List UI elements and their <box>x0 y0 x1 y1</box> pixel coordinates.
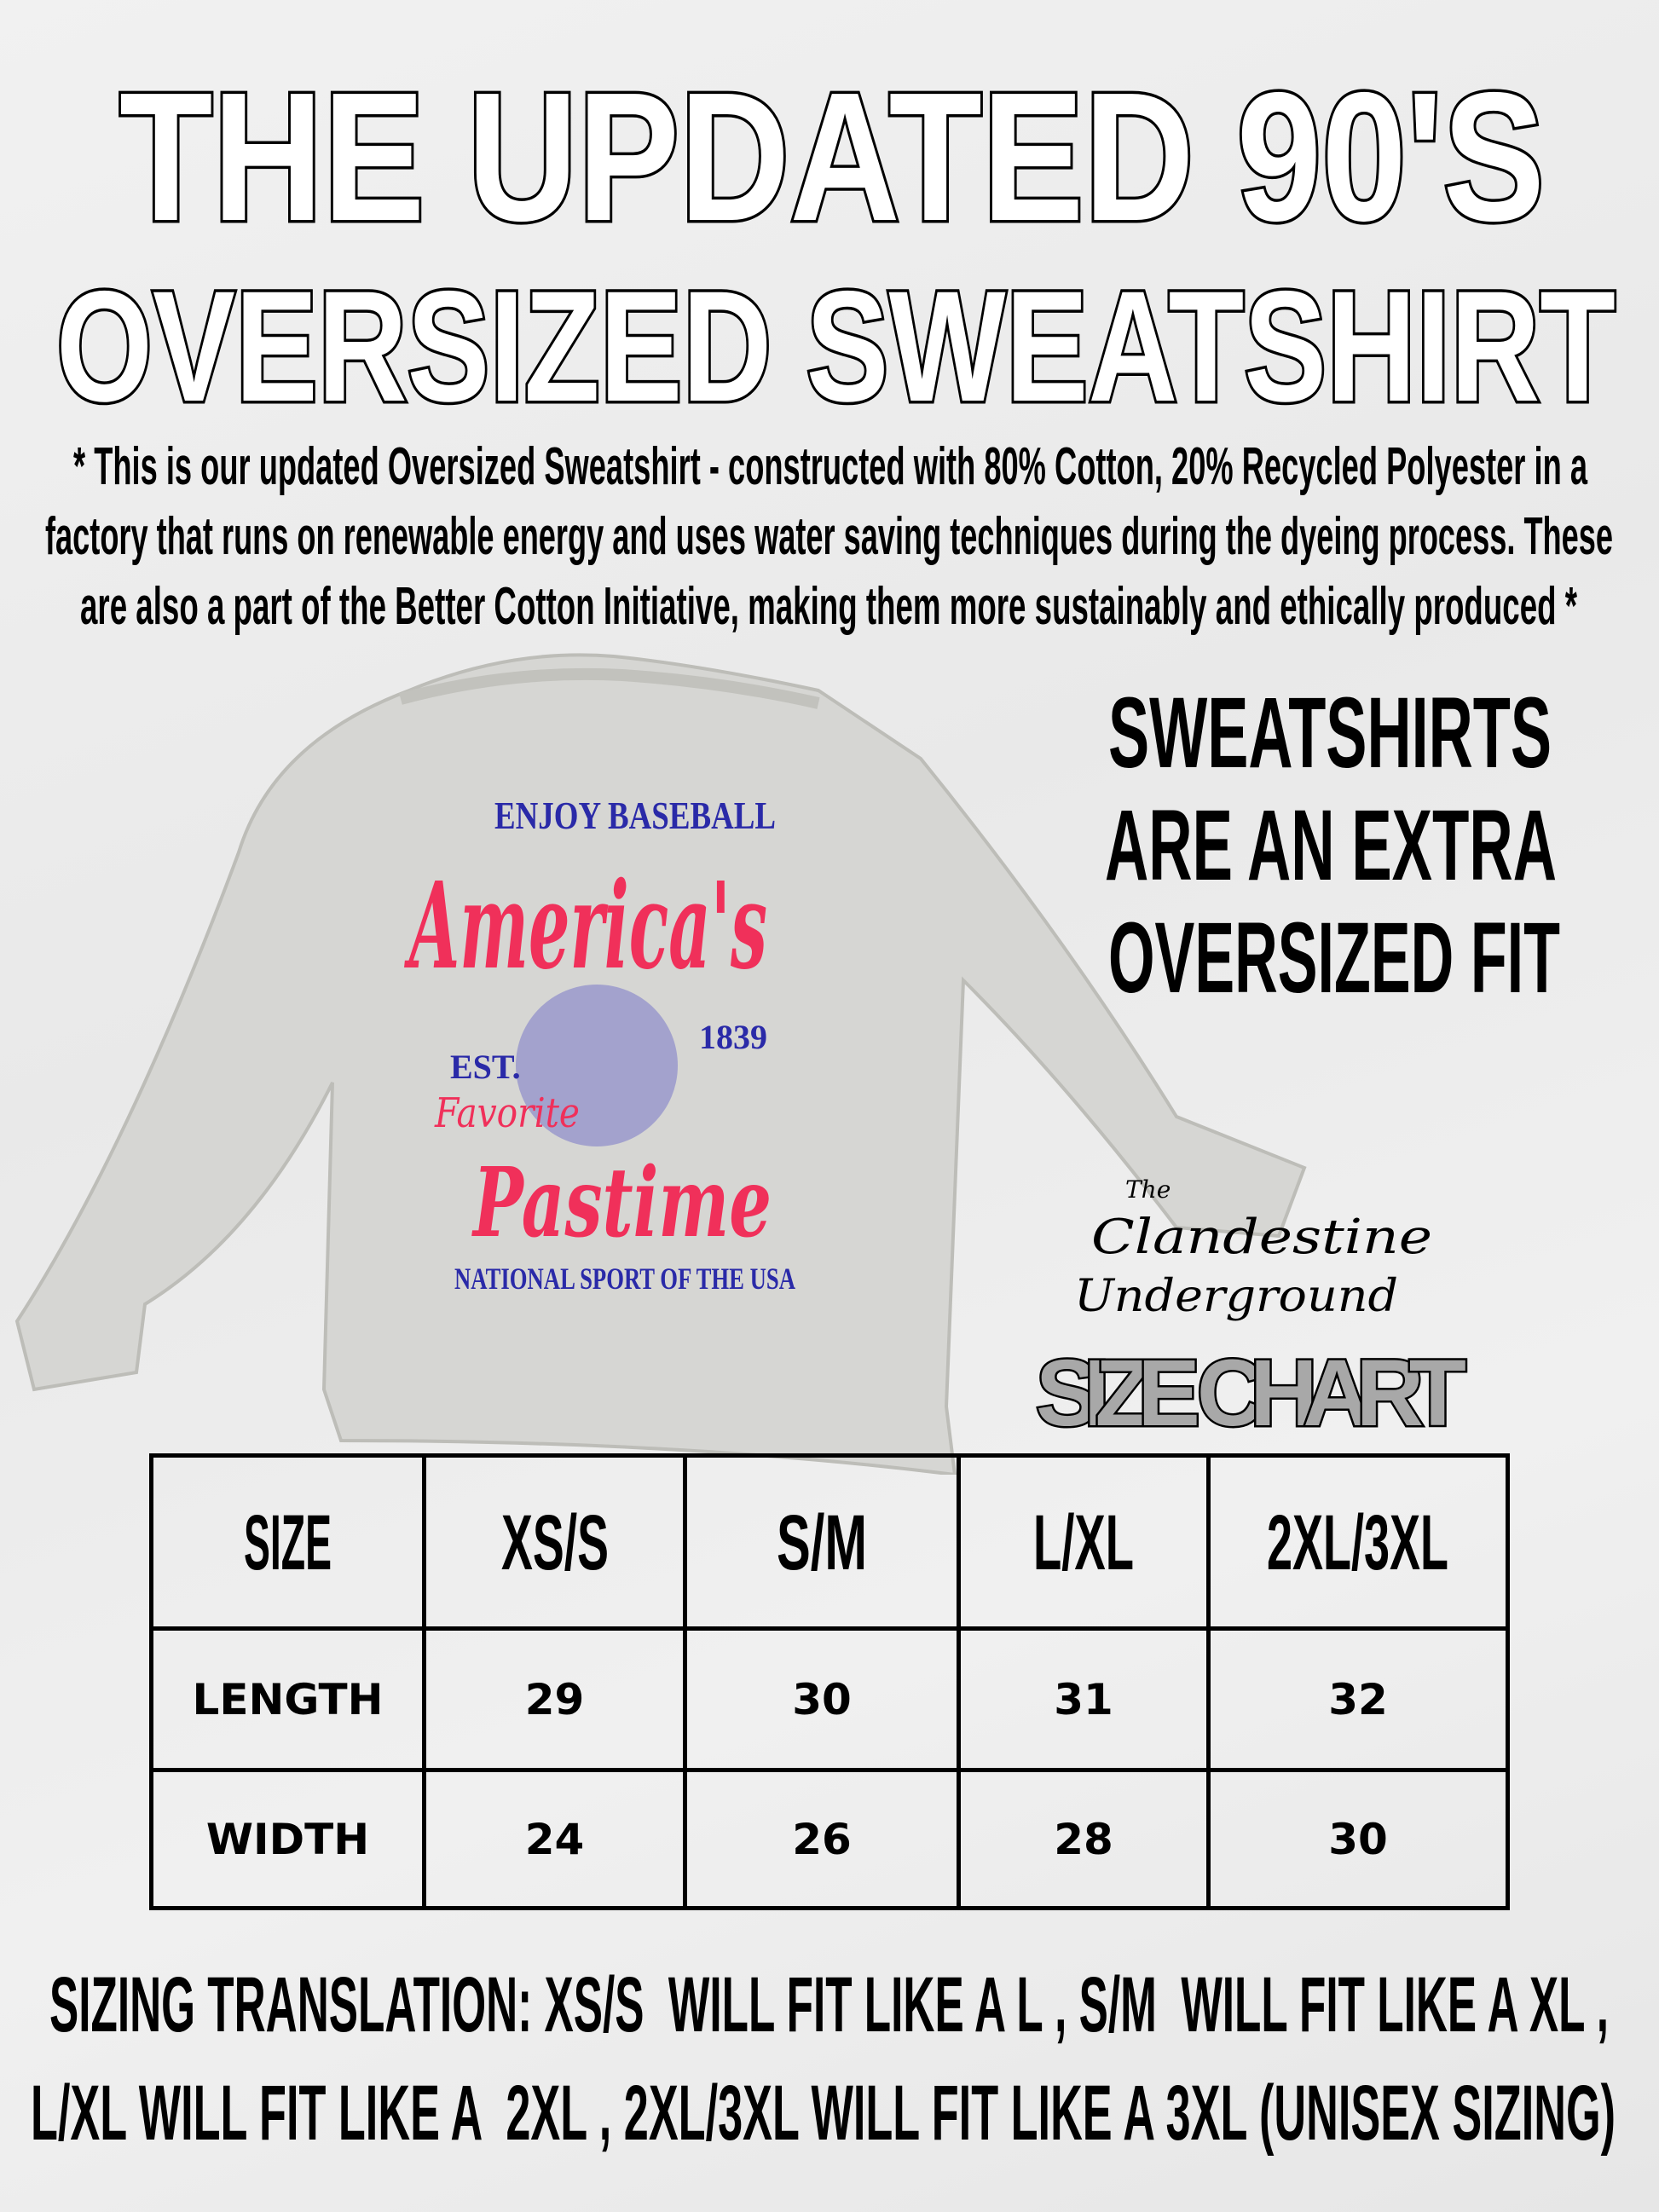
description: * This is our updated Oversized Sweatshi… <box>45 437 1613 636</box>
header-cell: SIZE <box>149 1453 426 1631</box>
baseball-mascot <box>516 985 678 1146</box>
table-row: LENGTH 29 30 31 32 <box>149 1626 1510 1772</box>
header-label: S/M <box>777 1499 867 1585</box>
description-line: * This is our updated Oversized Sweatshi… <box>73 437 1587 496</box>
size-chart-title: SIZE CHART <box>1036 1341 1466 1446</box>
table-cell: 28 <box>957 1768 1211 1910</box>
fit-note-line: ARE AN EXTRA <box>1105 789 1557 902</box>
header-cell: L/XL <box>957 1453 1211 1631</box>
print-text: Pastime <box>471 1147 772 1259</box>
brand-logo-underground: Underground <box>1074 1271 1398 1322</box>
fit-note: SWEATSHIRTS ARE AN EXTRA OVERSIZED FIT <box>1105 677 1560 1014</box>
fit-note-line: OVERSIZED FIT <box>1108 902 1560 1014</box>
header-label: XS/S <box>501 1499 609 1585</box>
table-cell: 26 <box>683 1768 961 1910</box>
table-cell: 30 <box>1206 1768 1510 1910</box>
sizing-translation: SIZING TRANSLATION: XS/S WILL FIT LIKE A… <box>31 1961 1616 2157</box>
print-text: NATIONAL SPORT OF THE USA <box>454 1262 795 1296</box>
brand-logo-the: The <box>1125 1175 1171 1204</box>
fit-note-line: SWEATSHIRTS <box>1108 677 1552 789</box>
header-cell: XS/S <box>422 1453 687 1631</box>
header-label: L/XL <box>1033 1499 1134 1585</box>
header-label: SIZE <box>244 1499 332 1585</box>
description-line: factory that runs on renewable energy an… <box>45 507 1613 566</box>
header-label: 2XL/3XL <box>1267 1499 1448 1585</box>
table-header-row: SIZE XS/S S/M L/XL 2XL/3XL <box>149 1453 1510 1631</box>
brand-logo: The Clandestine Underground SIZE CHART <box>1034 1175 1469 1448</box>
table-cell: 24 <box>422 1768 687 1910</box>
size-table: SIZE XS/S S/M L/XL 2XL/3XL LENGTH 29 30 … <box>149 1453 1510 1910</box>
row-label: LENGTH <box>149 1626 426 1772</box>
table-row: WIDTH 24 26 28 30 <box>149 1768 1510 1910</box>
header-cell: 2XL/3XL <box>1206 1453 1510 1631</box>
table-cell: 32 <box>1206 1626 1510 1772</box>
sizing-translation-line: SIZING TRANSLATION: XS/S WILL FIT LIKE A… <box>49 1961 1609 2048</box>
print-text: America's <box>404 857 767 996</box>
header-cell: S/M <box>683 1453 961 1631</box>
description-line: are also a part of the Better Cotton Ini… <box>80 577 1578 636</box>
print-text: 1839 <box>699 1018 767 1056</box>
table-cell: 31 <box>957 1626 1211 1772</box>
title-line-2: OVERSIZED SWEATSHIRT <box>56 259 1616 426</box>
brand-logo-clandestine: Clandestine <box>1091 1210 1432 1265</box>
title-line-1: THE UPDATED 90'S <box>119 54 1545 259</box>
print-text: ENJOY BASEBALL <box>494 794 776 837</box>
table-cell: 29 <box>422 1626 687 1772</box>
sweatshirt-image: ENJOY BASEBALL America's EST. 1839 Favor… <box>14 653 1307 1475</box>
table-cell: 30 <box>683 1626 961 1772</box>
print-text: Favorite <box>434 1089 580 1137</box>
row-label: WIDTH <box>149 1768 426 1910</box>
print-text: EST. <box>450 1048 521 1086</box>
sizing-translation-line: L/XL WILL FIT LIKE A 2XL , 2XL/3XL WILL … <box>31 2070 1616 2157</box>
title: THE UPDATED 90'S OVERSIZED SWEATSHIRT <box>54 51 1619 427</box>
